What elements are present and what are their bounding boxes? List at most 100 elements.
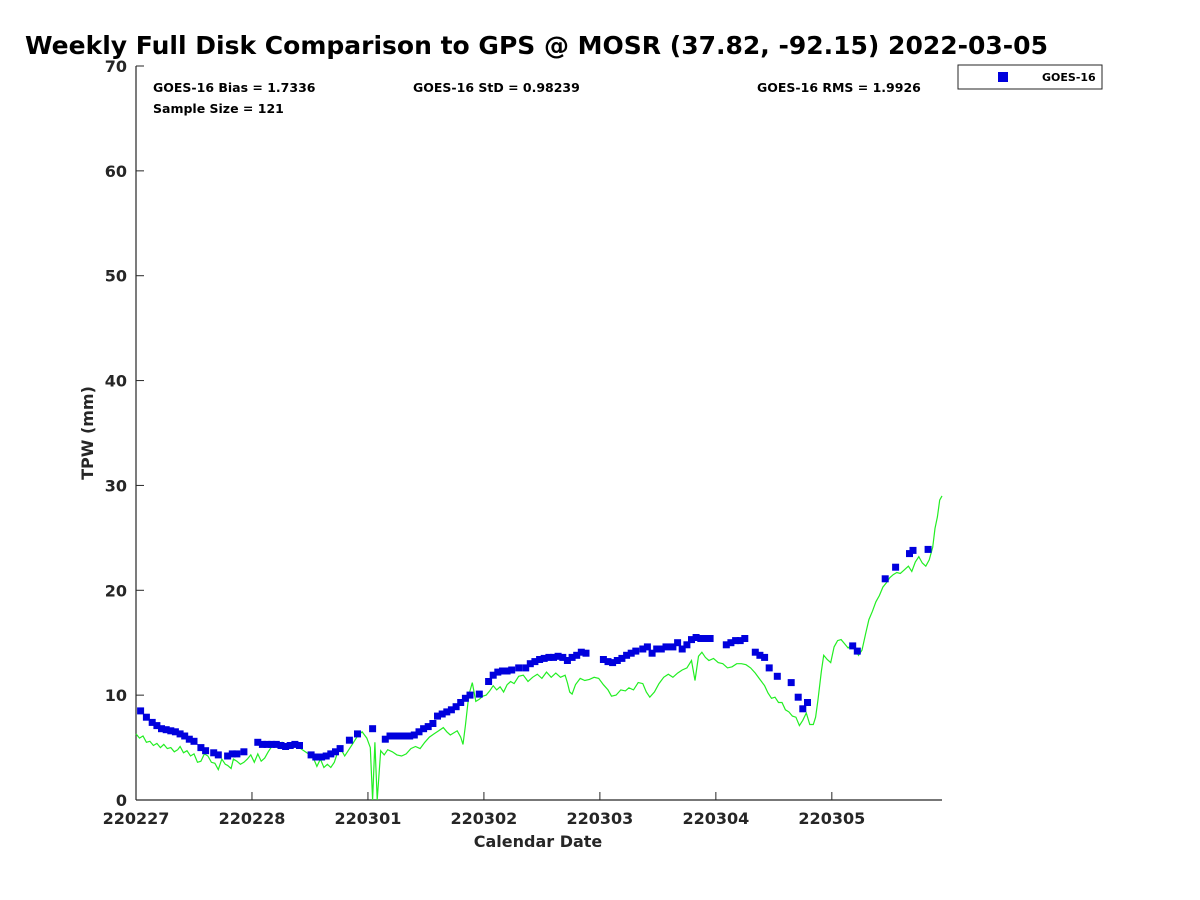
goes16-point (648, 649, 656, 657)
legend-marker-goes16 (998, 72, 1008, 82)
goes16-point (254, 738, 262, 746)
goes16-point (727, 639, 735, 647)
goes16-point (639, 645, 647, 653)
goes16-point (643, 643, 651, 651)
goes16-point (162, 726, 170, 734)
goes16-point (761, 653, 769, 661)
goes16-point (307, 751, 315, 759)
goes16-point (688, 636, 695, 644)
goes16-point (452, 703, 460, 711)
goes16-point (489, 671, 497, 679)
goes16-point (892, 563, 900, 571)
goes16-point (296, 742, 303, 749)
stat-std: GOES-16 StD = 0.98239 (413, 80, 580, 95)
y-tick-label: 40 (105, 372, 127, 391)
x-tick-label: 220303 (566, 809, 633, 828)
goes16-point (568, 653, 576, 661)
goes16-point (674, 639, 682, 647)
y-tick-label: 20 (105, 581, 127, 600)
goes16-point (224, 752, 232, 760)
goes16-point (526, 660, 534, 668)
goes16-point (573, 651, 581, 659)
goes16-point (153, 722, 161, 730)
goes16-point (447, 706, 455, 714)
stat-bias: GOES-16 Bias = 1.7336 (153, 80, 316, 95)
x-ticks: 220227 220228 220301 220302 220303 220304 2203… (103, 792, 865, 828)
goes16-point (536, 656, 544, 663)
goes16-point (277, 742, 285, 749)
goes16-point (804, 699, 811, 706)
goes16-point (508, 666, 516, 674)
goes16-point (185, 735, 193, 743)
y-tick-label: 10 (105, 686, 127, 705)
goes16-point (773, 672, 781, 680)
goes16-point (499, 667, 506, 675)
goes16-point (701, 635, 709, 642)
plot-area: 0 10 20 30 40 50 60 70 220227 220228 220301 220302… (103, 57, 943, 828)
goes16-point (494, 668, 502, 676)
goes16-point (214, 751, 222, 759)
x-tick-label: 220305 (798, 809, 865, 828)
x-tick-label: 220302 (451, 809, 518, 828)
goes16-point (787, 679, 795, 687)
goes16-point (263, 740, 271, 748)
goes16-point (210, 749, 218, 757)
y-ticks: 0 10 20 30 40 50 60 70 (105, 57, 144, 810)
goes16-point (485, 678, 493, 685)
stat-sample-size: Sample Size = 121 (153, 101, 284, 116)
goes16-point (190, 737, 198, 745)
goes16-point (604, 658, 612, 666)
legend-label-goes16: GOES-16 (1042, 71, 1096, 84)
goes16-point (881, 575, 889, 583)
goes16-point (327, 750, 335, 758)
goes16-point (751, 648, 759, 656)
goes16-point (531, 658, 539, 666)
goes16-point (181, 732, 189, 740)
goes16-point (653, 645, 661, 653)
goes16-point (599, 656, 607, 663)
goes16-point (406, 732, 414, 740)
goes16-point (429, 720, 437, 727)
x-tick-label: 220301 (335, 809, 402, 828)
goes16-point (176, 730, 184, 738)
gps-series (135, 495, 943, 801)
y-tick-label: 60 (105, 162, 127, 181)
goes-series (137, 545, 932, 761)
goes16-point (272, 740, 280, 748)
goes16-point (577, 648, 585, 656)
goes16-point (559, 653, 567, 661)
legend: GOES-16 (957, 64, 1103, 90)
goes16-point (618, 654, 626, 662)
goes16-point (924, 545, 932, 553)
goes16-point (148, 718, 156, 726)
y-tick-label: 0 (116, 791, 127, 810)
x-axis-label: Calendar Date (474, 832, 603, 851)
goes16-point (657, 645, 665, 653)
goes16-point (258, 740, 266, 748)
goes16-point (410, 731, 418, 739)
goes16-point (318, 753, 326, 761)
goes16-point (722, 641, 730, 649)
goes16-point (336, 745, 344, 753)
goes16-point (545, 653, 553, 661)
goes16-point (202, 747, 210, 755)
goes16-point (312, 753, 320, 761)
goes16-point (662, 643, 670, 651)
goes16-point (171, 728, 179, 736)
goes16-point (627, 649, 635, 657)
goes16-point (540, 654, 548, 662)
goes16-point (158, 725, 165, 733)
legend-box (957, 64, 1103, 90)
goes16-point (741, 635, 749, 642)
goes16-point (167, 727, 175, 735)
x-tick-label: 220228 (219, 809, 286, 828)
goes16-point (354, 730, 361, 738)
goes16-point (240, 748, 248, 756)
y-tick-label: 50 (105, 267, 127, 286)
goes16-point (794, 693, 802, 701)
goes16-point (623, 651, 631, 659)
goes16-point (669, 643, 677, 651)
goes16-point (609, 659, 617, 667)
goes16-point (678, 645, 686, 653)
